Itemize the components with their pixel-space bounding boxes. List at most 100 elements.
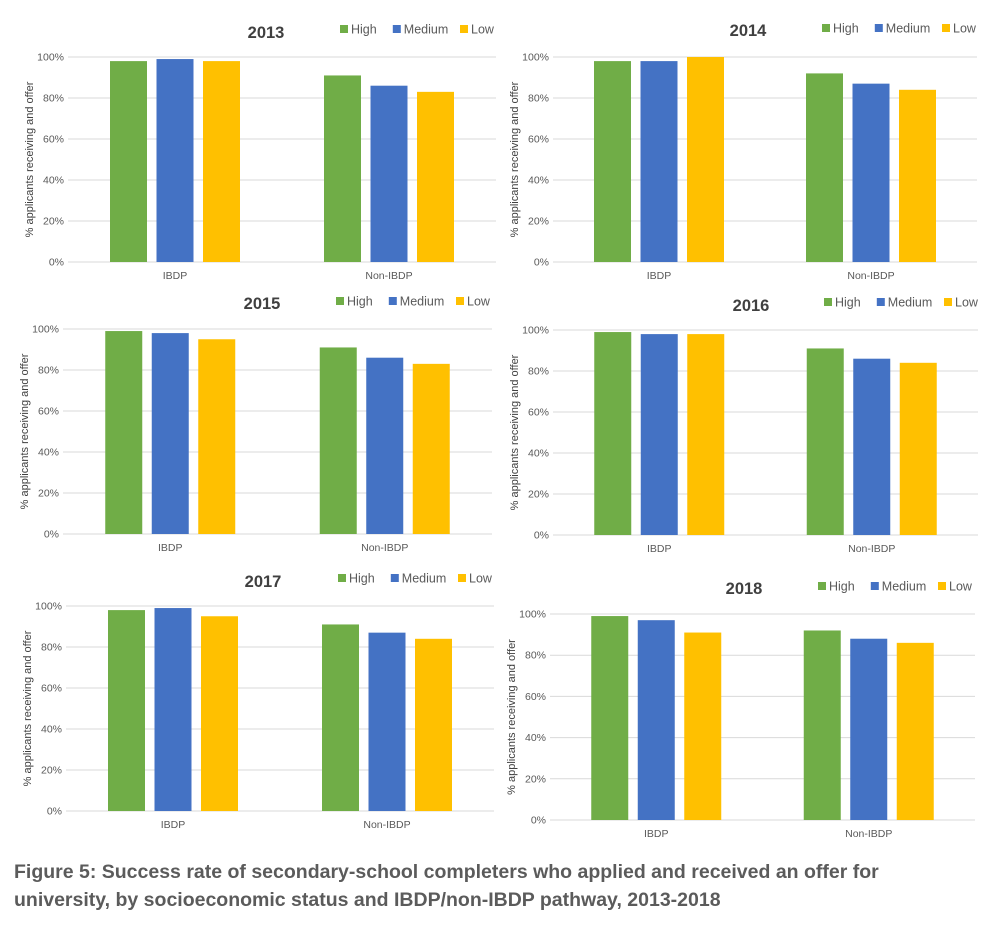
legend-label-low: Low bbox=[953, 22, 977, 36]
legend-label-medium: Medium bbox=[888, 296, 932, 310]
y-tick-label: 0% bbox=[44, 529, 59, 541]
bar-medium-non-ibdp bbox=[852, 83, 890, 263]
bar-low-ibdp bbox=[203, 61, 240, 262]
legend-swatch-medium bbox=[392, 25, 401, 33]
y-axis-label: % applicants receiving and offer bbox=[24, 81, 36, 237]
y-tick-label: 20% bbox=[38, 488, 59, 500]
bar-low-ibdp bbox=[687, 334, 725, 535]
bar-low-ibdp bbox=[684, 632, 722, 820]
bar-high-ibdp bbox=[108, 610, 145, 811]
y-tick-label: 40% bbox=[41, 724, 62, 736]
legend-label-high: High bbox=[349, 572, 375, 586]
legend-label-medium: Medium bbox=[400, 295, 444, 309]
y-tick-label: 80% bbox=[38, 365, 59, 377]
bar-medium-ibdp bbox=[637, 620, 675, 820]
y-tick-label: 20% bbox=[525, 773, 546, 785]
y-tick-label: 80% bbox=[41, 642, 62, 654]
legend-swatch-high bbox=[336, 297, 344, 305]
y-tick-label: 100% bbox=[519, 609, 546, 621]
bar-medium-non-ibdp bbox=[853, 358, 891, 535]
y-tick-label: 0% bbox=[534, 257, 549, 269]
bar-low-ibdp bbox=[198, 339, 236, 534]
legend-label-low: Low bbox=[471, 23, 495, 37]
y-tick-label: 100% bbox=[522, 52, 549, 64]
legend-swatch-low bbox=[938, 582, 946, 590]
legend-swatch-low bbox=[942, 24, 950, 32]
y-tick-label: 40% bbox=[43, 175, 64, 187]
bar-medium-non-ibdp bbox=[368, 632, 406, 811]
bar-medium-ibdp bbox=[151, 333, 189, 534]
bar-medium-ibdp bbox=[154, 608, 192, 811]
bar-medium-non-ibdp bbox=[370, 85, 408, 262]
bar-low-ibdp bbox=[201, 616, 238, 811]
y-tick-label: 80% bbox=[528, 93, 549, 105]
y-tick-label: 100% bbox=[32, 324, 59, 336]
chart-title: 2014 bbox=[730, 22, 768, 40]
x-tick-label: IBDP bbox=[158, 542, 183, 554]
legend-swatch-low bbox=[456, 297, 464, 305]
legend-label-low: Low bbox=[955, 296, 979, 310]
y-tick-label: 60% bbox=[41, 683, 62, 695]
y-tick-label: 60% bbox=[528, 134, 549, 146]
legend-swatch-medium bbox=[390, 574, 399, 582]
x-tick-label: Non-IBDP bbox=[363, 819, 410, 831]
legend-label-high: High bbox=[351, 23, 377, 37]
y-tick-label: 40% bbox=[38, 447, 59, 459]
bar-low-non-ibdp bbox=[415, 638, 452, 811]
legend-label-medium: Medium bbox=[886, 22, 930, 36]
legend-label-high: High bbox=[833, 22, 859, 36]
x-tick-label: IBDP bbox=[647, 543, 672, 555]
x-tick-label: Non-IBDP bbox=[845, 828, 892, 840]
y-tick-label: 100% bbox=[522, 325, 549, 337]
legend-label-low: Low bbox=[469, 572, 493, 586]
x-tick-label: IBDP bbox=[647, 270, 672, 282]
legend-label-high: High bbox=[835, 296, 861, 310]
bar-low-non-ibdp bbox=[896, 642, 934, 820]
bar-high-non-ibdp bbox=[319, 347, 357, 534]
x-tick-label: Non-IBDP bbox=[848, 543, 895, 555]
y-tick-label: 80% bbox=[43, 93, 64, 105]
bar-high-non-ibdp bbox=[806, 73, 843, 263]
chart-title: 2016 bbox=[733, 297, 770, 315]
y-tick-label: 0% bbox=[531, 815, 546, 827]
y-axis-label: % applicants receiving and offer bbox=[506, 639, 518, 795]
legend-swatch-low bbox=[458, 574, 466, 582]
legend-label-medium: Medium bbox=[404, 23, 448, 37]
y-tick-label: 20% bbox=[41, 765, 62, 777]
x-tick-label: Non-IBDP bbox=[361, 542, 408, 554]
y-tick-label: 40% bbox=[525, 732, 546, 744]
bar-high-non-ibdp bbox=[322, 624, 359, 811]
bar-high-ibdp bbox=[105, 331, 143, 534]
bar-high-non-ibdp bbox=[324, 75, 361, 262]
y-tick-label: 80% bbox=[525, 650, 546, 662]
chart-title: 2013 bbox=[248, 24, 285, 42]
y-tick-label: 40% bbox=[528, 448, 549, 460]
bar-medium-ibdp bbox=[640, 61, 678, 262]
bar-low-non-ibdp bbox=[899, 89, 936, 262]
bar-high-non-ibdp bbox=[806, 348, 844, 535]
legend-swatch-low bbox=[944, 298, 952, 306]
legend-label-medium: Medium bbox=[882, 580, 926, 594]
chart-grid: 0% 20% 40% 60% 80% 100% IBDP Non-IBDP 2013 % appl… bbox=[19, 22, 979, 841]
y-tick-label: 20% bbox=[528, 489, 549, 501]
y-tick-label: 60% bbox=[43, 134, 64, 146]
bar-high-ibdp bbox=[594, 61, 631, 262]
legend-swatch-medium bbox=[388, 297, 397, 305]
chart-title: 2017 bbox=[245, 573, 282, 591]
x-tick-label: IBDP bbox=[161, 819, 186, 831]
y-tick-label: 20% bbox=[528, 216, 549, 228]
y-axis-label: % applicants receiving and offer bbox=[19, 353, 31, 509]
chart-title: 2018 bbox=[726, 580, 763, 598]
legend-label-low: Low bbox=[467, 295, 491, 309]
y-tick-label: 60% bbox=[38, 406, 59, 418]
legend-swatch-high bbox=[822, 24, 830, 32]
legend-swatch-high bbox=[818, 582, 826, 590]
legend-swatch-medium bbox=[874, 24, 883, 32]
y-tick-label: 0% bbox=[47, 806, 62, 818]
bar-medium-non-ibdp bbox=[850, 638, 888, 820]
figure-caption: Figure 5: Success rate of secondary-scho… bbox=[14, 861, 879, 911]
x-tick-label: IBDP bbox=[644, 828, 669, 840]
chart-title: 2015 bbox=[244, 295, 281, 313]
x-tick-label: Non-IBDP bbox=[365, 270, 412, 282]
bar-medium-ibdp bbox=[156, 59, 194, 262]
